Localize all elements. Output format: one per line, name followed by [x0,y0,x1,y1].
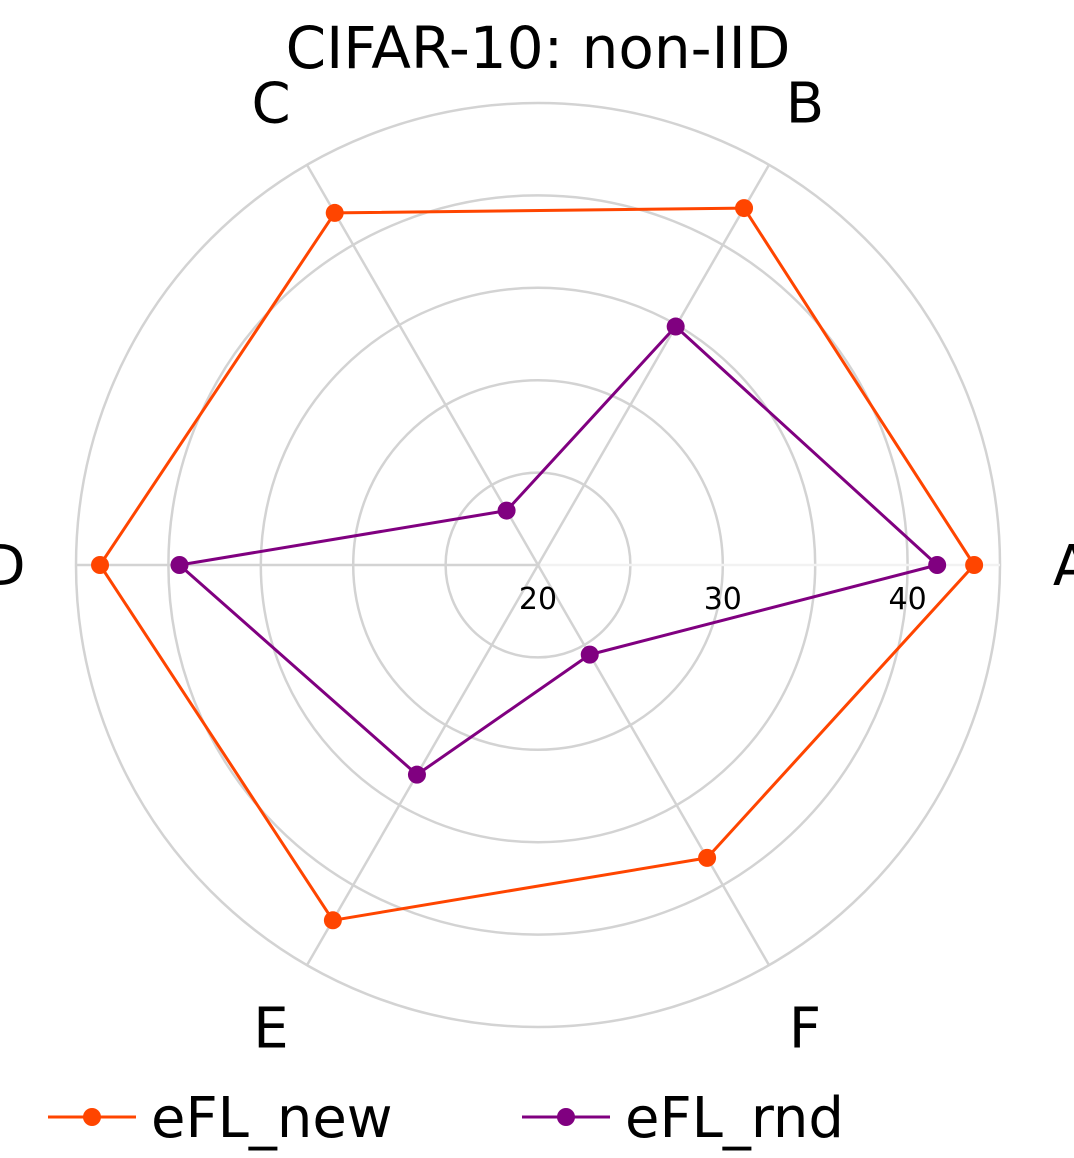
legend-item-eFL_new: eFL_new [48,1086,393,1151]
grid-spoke [536,164,771,566]
grid-spoke [305,164,540,566]
data-point [580,645,599,664]
legend-marker [83,1108,101,1126]
data-point [735,199,754,218]
radial-ticks: 20 30 40 [519,582,927,617]
grid-spoke [305,564,540,966]
series-eFL_new [91,199,984,930]
series-line [177,325,939,777]
legend-label: eFL_rnd [625,1086,844,1151]
data-point [698,848,717,867]
chart-title: CIFAR-10: non-IID [286,14,791,82]
data-point [407,765,426,784]
axis-label-E: E [253,996,288,1061]
grid-spoke [536,564,771,966]
grid [74,101,1002,1029]
data-point [325,203,344,222]
legend-marker [557,1108,575,1126]
data-point [170,556,189,574]
axis-label-F: F [789,996,821,1061]
radial-tick-label: 40 [889,582,927,617]
radial-tick-label: 20 [519,582,557,617]
series-layer [91,199,984,930]
axis-label-A: A [1053,534,1074,599]
data-point [965,556,984,574]
legend-label: eFL_new [151,1086,393,1151]
series-eFL_rnd [170,317,947,784]
data-point [928,556,947,574]
legend-item-eFL_rnd: eFL_rnd [522,1086,844,1151]
legend: eFL_new eFL_rnd [48,1086,844,1151]
data-point [91,556,110,574]
axis-labels: A B C D E F [0,72,1074,1062]
axis-label-C: C [251,72,290,137]
data-point [497,501,516,520]
data-point [666,317,685,336]
axis-label-D: D [0,534,26,599]
axis-label-B: B [786,72,824,137]
radial-tick-label: 30 [704,582,742,617]
data-point [323,911,342,930]
